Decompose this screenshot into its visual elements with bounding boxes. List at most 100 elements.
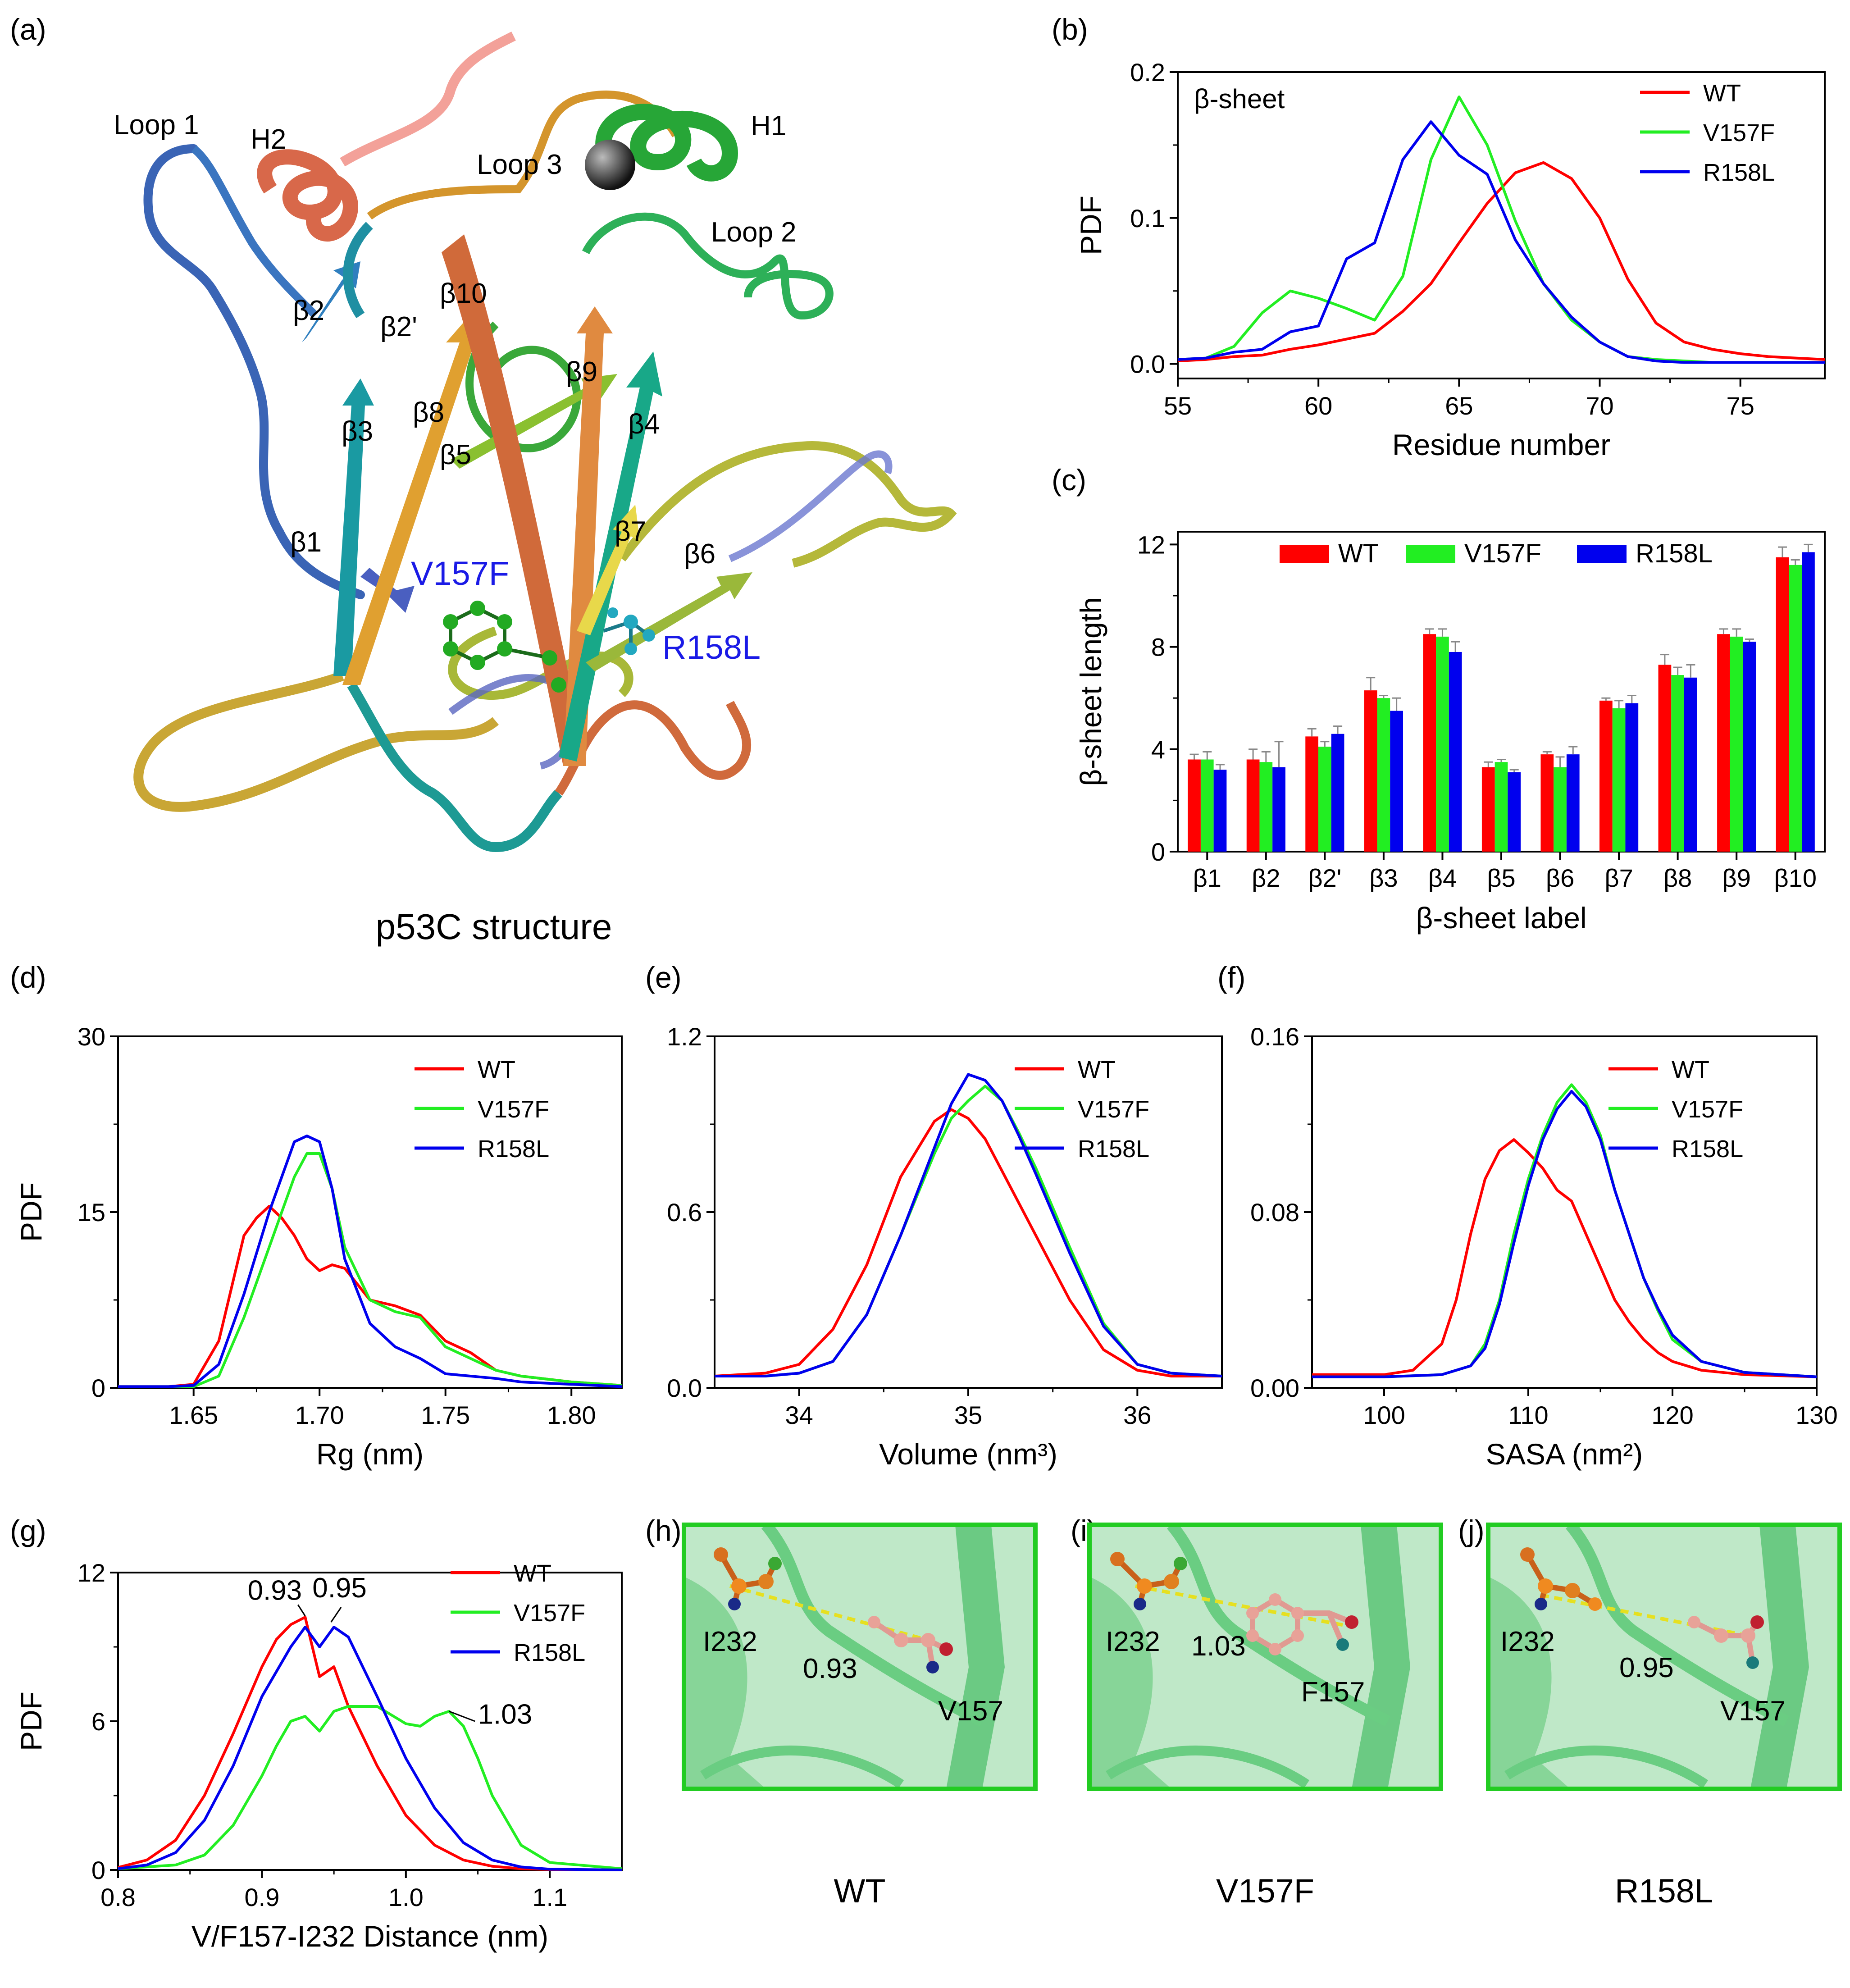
- panel-a-caption: p53C structure: [376, 907, 612, 947]
- plot-frame: [117, 1035, 623, 1389]
- legend-label-V157F: V157F: [1672, 1096, 1743, 1123]
- panel-label-c: (c): [1052, 463, 1086, 497]
- atom-label-v157-r158l: V157: [1720, 1696, 1786, 1727]
- x-tick-label: β3: [1369, 864, 1398, 892]
- x-tick-label: 1.1: [532, 1883, 567, 1911]
- label-loop-3: Loop 3: [477, 149, 562, 180]
- legend-label-R158L: R158L: [514, 1639, 585, 1666]
- bar-WT-β2': [1305, 736, 1319, 852]
- legend-label-R158L: R158L: [1703, 159, 1775, 186]
- bar-V157F-β10: [1789, 565, 1802, 852]
- distance-label-v157f: 1.03: [1191, 1631, 1246, 1662]
- x-tick-label: 100: [1363, 1401, 1405, 1429]
- x-tick-label: β4: [1428, 864, 1457, 892]
- x-axis-label: Residue number: [1392, 428, 1610, 461]
- y-tick-label: 0: [1151, 838, 1165, 866]
- r158l-atoms: [607, 607, 655, 655]
- x-tick-label: β2': [1308, 864, 1341, 892]
- beta-5-strand: [451, 374, 617, 469]
- series-line-V157F: [118, 1705, 622, 1870]
- label-h2: H2: [251, 124, 286, 155]
- y-tick-label: 0.6: [667, 1198, 702, 1227]
- label-loop-1: Loop 1: [114, 109, 199, 141]
- y-tick-label: 15: [77, 1198, 105, 1227]
- legend-label-V157F: V157F: [478, 1096, 549, 1123]
- beta-9-strand: [563, 306, 613, 766]
- series-line-R158L: [118, 1626, 622, 1871]
- series-line-WT: [714, 1108, 1222, 1377]
- label-h1: H1: [751, 110, 786, 141]
- atom-label-f157-v157f: F157: [1301, 1677, 1365, 1708]
- bar-R158L-β2: [1272, 767, 1285, 852]
- x-tick-label: 60: [1304, 392, 1332, 420]
- panel-label-d: (d): [10, 961, 46, 994]
- chart-f-sasa-pdf: (f) 0.00 0.08 0.16 SASA (nm²) 100 110 120 130 WT V…: [1217, 961, 1838, 1471]
- bar-WT-β6: [1540, 754, 1554, 852]
- series-line-WT: [118, 1616, 622, 1871]
- y-axis-label: PDF: [14, 1182, 48, 1242]
- legend-label-V157F: V157F: [514, 1600, 585, 1627]
- beta-2prime-strand: [343, 222, 373, 319]
- x-tick-label: β8: [1663, 864, 1692, 892]
- label-beta10: β10: [440, 278, 487, 309]
- bar-R158L-β1: [1213, 770, 1227, 852]
- chart-d-rg-pdf: (d) 0 15 30 PDF Rg (nm) 1.65 1.70 1.75 1.80 WT V157…: [10, 961, 623, 1471]
- bar-R158L-β3: [1390, 711, 1403, 852]
- x-tick-label: 110: [1508, 1401, 1548, 1429]
- panel-label-g: (g): [10, 1514, 46, 1547]
- legend-label-V157F: V157F: [1078, 1096, 1149, 1123]
- x-tick-label: β5: [1487, 864, 1515, 892]
- x-tick-label: 75: [1727, 392, 1754, 420]
- panel-label-e: (e): [645, 961, 682, 994]
- beta-7-strand: [577, 505, 640, 635]
- yellow-loop-lower: [448, 626, 633, 700]
- x-tick-label: 1.70: [295, 1401, 344, 1429]
- bar-R158L-β10: [1802, 552, 1815, 852]
- label-beta8: β8: [413, 397, 444, 428]
- v157f-atoms: [443, 601, 566, 693]
- teal-loop-right: [555, 700, 752, 796]
- x-tick-label: 0.8: [100, 1883, 136, 1911]
- peak-arrow-v157f: [449, 1710, 475, 1722]
- bar-V157F-β8: [1671, 675, 1684, 852]
- bar-V157F-β6: [1554, 767, 1567, 852]
- blue-loop-right: [728, 450, 893, 562]
- legend-label-WT: WT: [1078, 1056, 1116, 1083]
- x-tick-label: β1: [1193, 864, 1221, 892]
- snapshot-frame-wt: [682, 1523, 1038, 1791]
- yellow-loop-right: [618, 441, 957, 568]
- loop-2-ribbon: [582, 212, 834, 320]
- legend-label-WT: WT: [1338, 539, 1379, 568]
- y-tick-label: 0.08: [1250, 1198, 1299, 1227]
- snapshot-caption-v157f: V157F: [1216, 1872, 1314, 1910]
- label-beta5: β5: [440, 439, 471, 470]
- legend-label-WT: WT: [478, 1056, 515, 1083]
- x-axis-label: β-sheet label: [1416, 901, 1586, 935]
- loop-1-ribbon-b: [191, 145, 319, 319]
- legend-label-WT: WT: [1703, 80, 1741, 107]
- h1-helix: [595, 104, 738, 182]
- y-tick-label: 0.2: [1130, 58, 1165, 87]
- bar-R158L-β9: [1743, 642, 1756, 852]
- snapshot-frame-v157f: [1087, 1523, 1443, 1791]
- snapshot-panel-v157f: (i) I232 1.03 F157 V157F: [1071, 1514, 1443, 1910]
- bar-R158L-β7: [1625, 703, 1639, 852]
- y-tick-label: 30: [77, 1022, 105, 1051]
- panel-label-b: (b): [1052, 13, 1088, 46]
- snapshot-panel-r158l: (j) I232 0.95 V157 R158L: [1458, 1514, 1842, 1910]
- x-tick-label: β9: [1722, 864, 1751, 892]
- x-tick-label: β2: [1252, 864, 1280, 892]
- beta-10-strand: [442, 234, 586, 766]
- peak-arrow-r158l: [330, 1607, 342, 1623]
- bar-R158L-β6: [1566, 754, 1580, 852]
- bar-WT-β10: [1776, 557, 1789, 852]
- legend-label-WT: WT: [1672, 1056, 1709, 1083]
- yellow-loop-bottom: [133, 671, 499, 812]
- x-tick-label: 35: [954, 1401, 982, 1429]
- series-line-WT: [1177, 161, 1825, 363]
- plot-frame: [1311, 1035, 1818, 1389]
- y-tick-label: 0.00: [1250, 1374, 1299, 1402]
- snapshot-caption-r158l: R158L: [1615, 1872, 1713, 1910]
- y-axis-label: β-sheet length: [1074, 597, 1107, 786]
